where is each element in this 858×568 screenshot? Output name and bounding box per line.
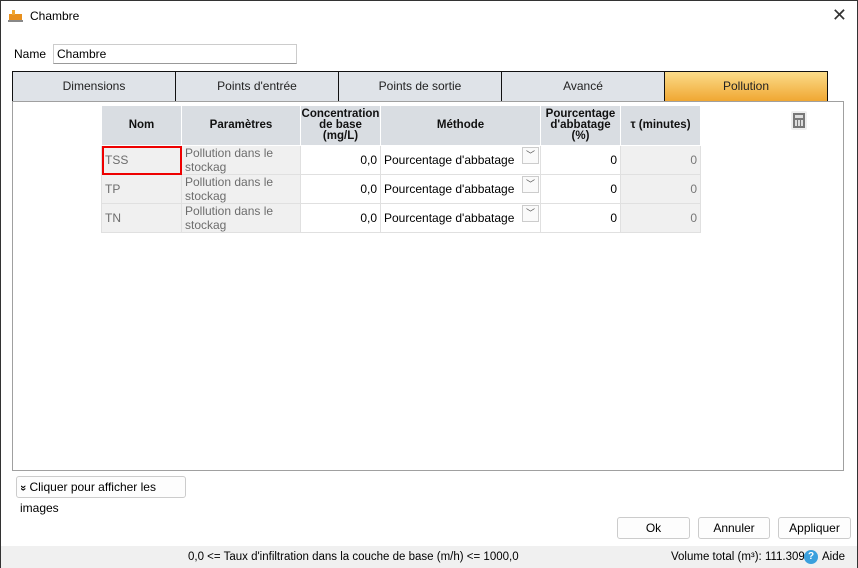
pollution-table: Nom Paramètres Concentration de base (mg… [101,105,701,233]
methode-value: Pourcentage d'abbatage [384,211,515,225]
methode-select[interactable]: Pourcentage d'abbatage ﹀ [380,174,541,204]
tab-bar: Dimensions Points d'entrée Points de sor… [12,71,828,102]
pollution-panel: Nom Paramètres Concentration de base (mg… [12,101,844,471]
header-nom: Nom [101,105,182,146]
status-bar: 0,0 <= Taux d'infiltration dans la couch… [1,546,857,568]
cell-parametres[interactable]: Pollution dans le stockag [181,174,301,204]
tab-points-sortie[interactable]: Points de sortie [338,71,502,102]
cell-nom[interactable]: TP [101,174,182,204]
table-row: TSS Pollution dans le stockag 0,0 Pource… [101,145,701,175]
chevron-down-icon[interactable]: ﹀ [522,147,539,164]
show-images-button[interactable]: » Cliquer pour afficher les images [16,476,186,515]
chevron-down-icon[interactable]: ﹀ [522,205,539,222]
tab-avance[interactable]: Avancé [501,71,665,102]
calculator-icon[interactable] [791,111,807,130]
header-parametres: Paramètres [181,105,301,146]
methode-value: Pourcentage d'abbatage [384,182,515,196]
help-link[interactable]: Aide [822,551,846,563]
window-title: Chambre [30,9,80,23]
title-bar: Chambre ✕ [1,1,857,32]
chevron-down-icon[interactable]: ﹀ [522,176,539,193]
header-pourcentage: Pourcentage d'abbatage (%) [540,105,621,146]
chamber-app-icon [8,10,23,22]
volume-value: 111.309 [764,551,805,563]
volume-label: Volume total (m³): [671,551,762,563]
header-tau: τ (minutes) [620,105,701,146]
close-icon[interactable]: ✕ [831,5,847,25]
cell-tau: 0 [620,145,701,175]
ok-button[interactable]: Ok [617,517,690,539]
cell-pourcentage[interactable]: 0 [540,203,621,233]
show-images-label: Cliquer pour afficher les images [20,480,156,515]
header-concentration: Concentration de base (mg/L) [300,105,381,146]
table-row: TP Pollution dans le stockag 0,0 Pourcen… [101,174,701,204]
table-row: TN Pollution dans le stockag 0,0 Pourcen… [101,203,701,233]
cell-concentration[interactable]: 0,0 [300,174,381,204]
cell-nom[interactable]: TSS [101,145,182,175]
name-input[interactable] [53,44,297,64]
cell-tau: 0 [620,203,701,233]
table-header: Nom Paramètres Concentration de base (mg… [101,105,701,146]
methode-select[interactable]: Pourcentage d'abbatage ﹀ [380,203,541,233]
cell-tau: 0 [620,174,701,204]
header-methode: Méthode [380,105,541,146]
cell-nom[interactable]: TN [101,203,182,233]
infiltration-status: 0,0 <= Taux d'infiltration dans la couch… [188,551,519,563]
cell-concentration[interactable]: 0,0 [300,145,381,175]
methode-value: Pourcentage d'abbatage [384,153,515,167]
volume-total: Volume total (m³): 111.309 [671,551,805,563]
tab-dimensions[interactable]: Dimensions [12,71,176,102]
cell-parametres[interactable]: Pollution dans le stockag [181,145,301,175]
help-icon[interactable]: ? [804,550,818,564]
cell-pourcentage[interactable]: 0 [540,145,621,175]
methode-select[interactable]: Pourcentage d'abbatage ﹀ [380,145,541,175]
cell-concentration[interactable]: 0,0 [300,203,381,233]
name-label: Name [14,47,47,61]
cancel-button[interactable]: Annuler [698,517,770,539]
apply-button[interactable]: Appliquer [778,517,851,539]
cell-parametres[interactable]: Pollution dans le stockag [181,203,301,233]
tab-points-entree[interactable]: Points d'entrée [175,71,339,102]
tab-pollution[interactable]: Pollution [664,71,828,102]
cell-pourcentage[interactable]: 0 [540,174,621,204]
double-chevron-down-icon: » [17,484,30,492]
